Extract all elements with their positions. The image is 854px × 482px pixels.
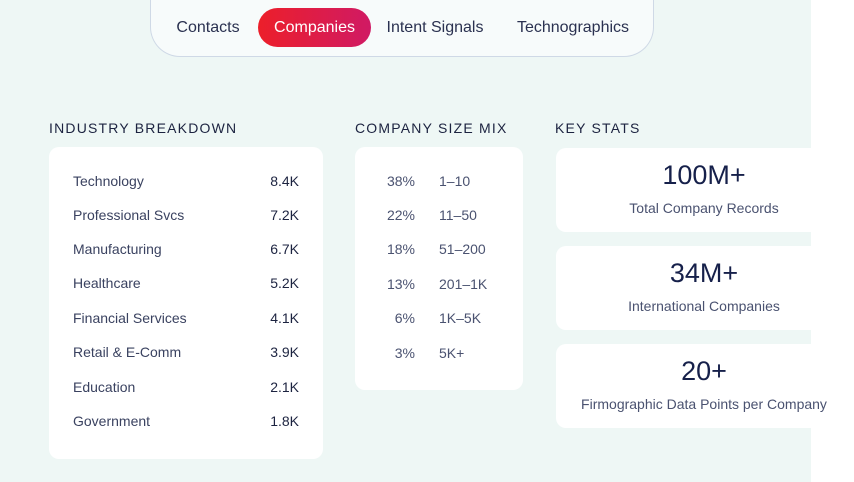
stat-caption: International Companies [628,298,780,314]
industry-value: 6.7K [270,241,299,257]
size-range: 11–50 [439,207,477,223]
size-percent: 3% [394,345,415,361]
size-percent: 18% [386,241,415,257]
industry-label: Healthcare [73,275,141,291]
company-size-mix-title: COMPANY SIZE MIX [355,120,508,136]
stat-value: 100M+ [662,160,746,190]
size-row: 38% 1–10 [355,173,523,193]
size-row: 13% 201–1K [355,276,523,296]
tab-contacts[interactable]: Contacts [176,18,240,36]
industry-value: 2.1K [270,379,299,395]
stat-value: 34M+ [669,258,739,288]
industry-row: Professional Svcs 7.2K [49,207,323,227]
size-row: 22% 11–50 [355,207,523,227]
size-range: 1–10 [439,173,471,189]
industry-value: 4.1K [270,310,299,326]
industry-value: 5.2K [270,275,299,291]
industry-row: Technology 8.4K [49,173,323,193]
industry-row: Education 2.1K [49,379,323,399]
industry-breakdown-card: Technology 8.4K Professional Svcs 7.2K M… [49,147,323,459]
size-percent: 38% [386,173,415,189]
industry-label: Education [73,379,136,395]
industry-label: Technology [73,173,144,189]
stat-card-firmographic: 20+ Firmographic Data Points per Company [556,344,852,428]
industry-row: Financial Services 4.1K [49,310,323,330]
size-row: 18% 51–200 [355,241,523,261]
content-panel: Contacts Companies Intent Signals Techno… [0,0,811,482]
tab-companies[interactable]: Companies [258,8,371,47]
stat-caption: Firmographic Data Points per Company [581,396,827,412]
tab-intent-signals[interactable]: Intent Signals [386,18,484,36]
industry-row: Government 1.8K [49,413,323,433]
stat-card-international: 34M+ International Companies [556,246,852,330]
stat-value: 20+ [681,356,727,386]
industry-row: Healthcare 5.2K [49,275,323,295]
size-range: 5K+ [439,345,465,361]
stat-caption: Total Company Records [629,200,779,216]
company-size-mix-card: 38% 1–10 22% 11–50 18% 51–200 13% 201–1K… [355,147,523,390]
size-percent: 13% [386,276,415,292]
size-range: 1K–5K [439,310,482,326]
industry-value: 1.8K [270,413,299,429]
key-stats-title: KEY STATS [555,120,641,136]
tab-bar: Contacts Companies Intent Signals Techno… [150,0,654,57]
size-range: 201–1K [439,276,488,292]
industry-label: Manufacturing [73,241,162,257]
size-percent: 22% [386,207,415,223]
industry-label: Professional Svcs [73,207,185,223]
industry-row: Manufacturing 6.7K [49,241,323,261]
size-row: 6% 1K–5K [355,310,523,330]
industry-row: Retail & E-Comm 3.9K [49,344,323,364]
tab-technographics[interactable]: Technographics [516,18,630,36]
industry-value: 7.2K [270,207,299,223]
size-row: 3% 5K+ [355,345,523,365]
size-percent: 6% [394,310,415,326]
industry-value: 3.9K [270,344,299,360]
industry-label: Government [73,413,151,429]
size-range: 51–200 [439,241,486,257]
industry-breakdown-title: INDUSTRY BREAKDOWN [49,120,238,136]
stat-card-total-records: 100M+ Total Company Records [556,148,852,232]
industry-label: Financial Services [73,310,187,326]
industry-value: 8.4K [270,173,299,189]
industry-label: Retail & E-Comm [73,344,182,360]
